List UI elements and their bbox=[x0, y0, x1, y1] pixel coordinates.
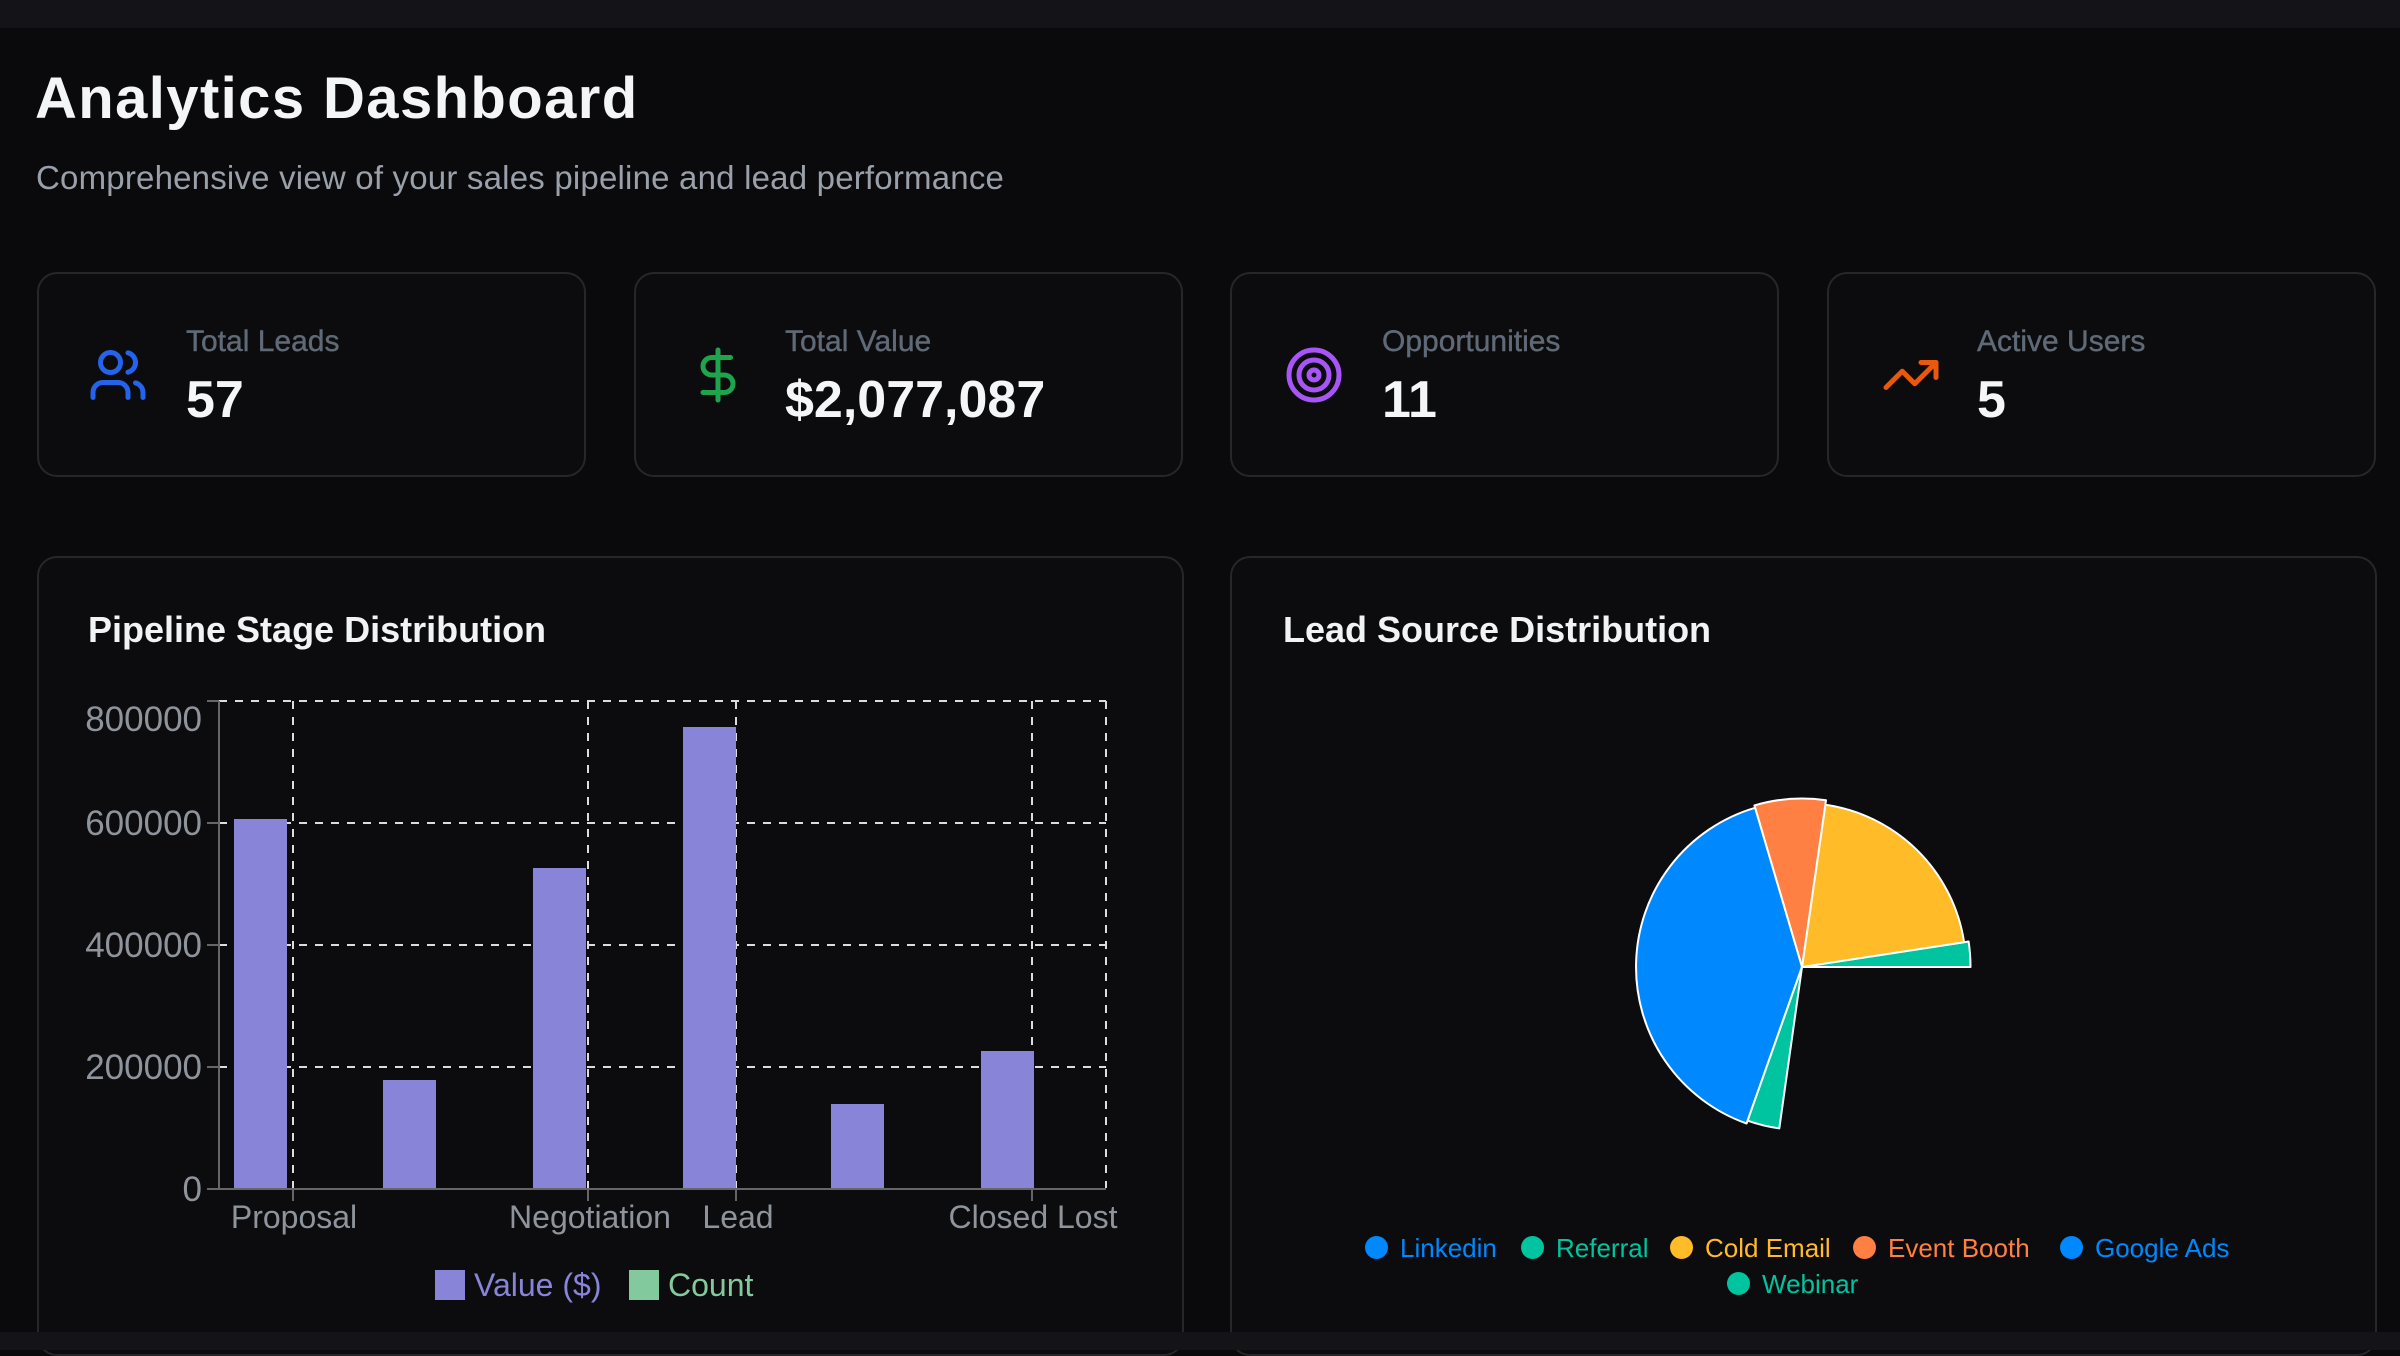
svg-text:600000: 600000 bbox=[85, 804, 202, 843]
svg-text:Count: Count bbox=[668, 1267, 754, 1303]
svg-text:800000: 800000 bbox=[85, 700, 202, 739]
svg-text:Closed Lost: Closed Lost bbox=[949, 1199, 1118, 1235]
svg-text:Value ($): Value ($) bbox=[474, 1267, 601, 1303]
svg-text:400000: 400000 bbox=[85, 926, 202, 965]
svg-text:0: 0 bbox=[183, 1170, 202, 1209]
svg-text:200000: 200000 bbox=[85, 1048, 202, 1087]
svg-text:Negotiation: Negotiation bbox=[509, 1199, 671, 1235]
svg-text:Proposal: Proposal bbox=[231, 1199, 357, 1235]
svg-text:Lead: Lead bbox=[702, 1199, 773, 1235]
